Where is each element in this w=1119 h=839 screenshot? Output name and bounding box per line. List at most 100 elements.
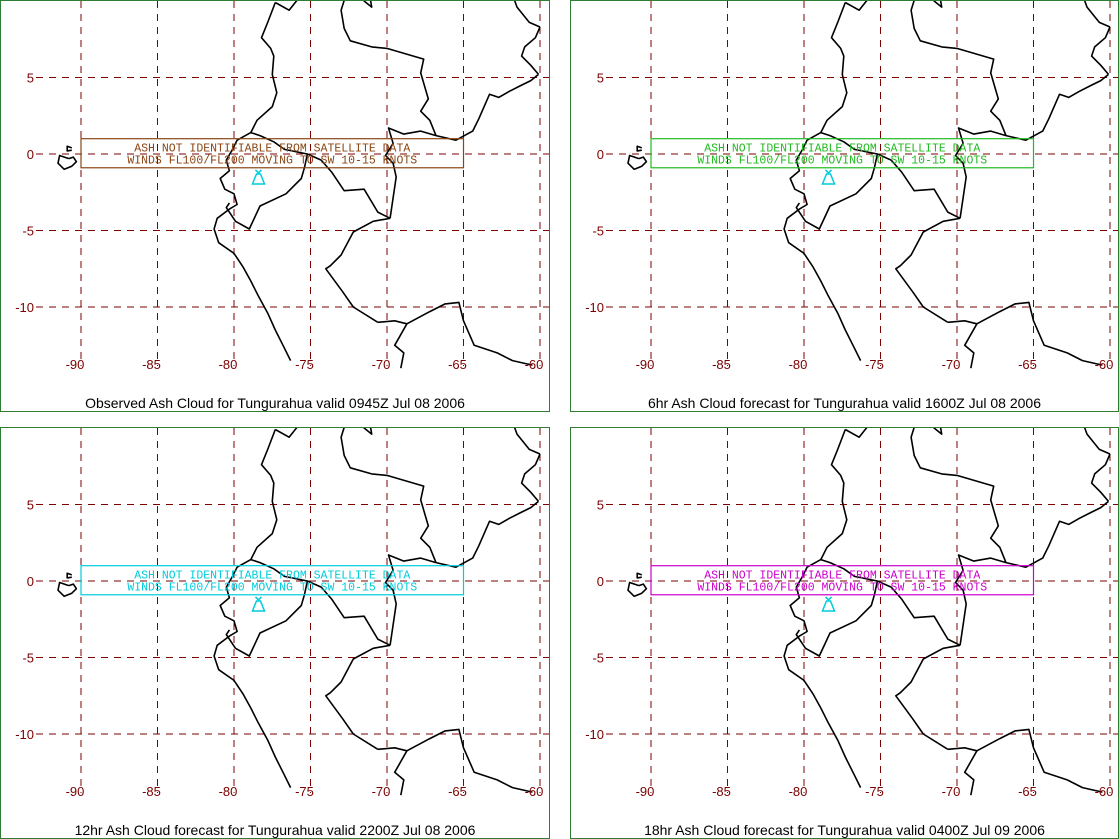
peru-brazil-border [894, 217, 961, 323]
advisory-text-line2: WINDS FL100/FL200 MOVING TO SW 10-15 KNO… [127, 155, 417, 168]
galapagos-island [66, 572, 73, 579]
ecuador-peru-border [225, 153, 309, 230]
colombia-brazil-border [954, 127, 1007, 219]
ash-cloud-map: -90 -85 -80 -75 -70 -65 -60 5 0 -5 -10 ASH NOT IDEN… [15, 1, 549, 372]
longitude-tick-label: -75 [865, 357, 884, 372]
latitude-tick-label: 0 [597, 147, 604, 162]
longitude-tick-label: -70 [372, 784, 391, 799]
advisory-text-line1: ASH NOT IDENTIFIABLE FROM SATELLITE DATA [704, 570, 980, 583]
brazil-bolivia-border [377, 301, 533, 366]
ecuador-peru-border [795, 153, 879, 230]
advisory-text-line2: WINDS FL100/FL200 MOVING TO SW 10-15 KNO… [697, 582, 987, 595]
galapagos-island [627, 581, 648, 598]
map-panel-observed: -90 -85 -80 -75 -70 -65 -60 5 0 -5 -10 ASH NOT IDEN… [0, 0, 550, 412]
venezuela-brazil-border [435, 73, 540, 141]
latitude-tick-label: 0 [27, 147, 34, 162]
panel-caption: 18hr Ash Cloud forecast for Tungurahua v… [644, 822, 1045, 838]
coastlines-and-borders [627, 428, 1111, 796]
longitude-tick-label: -90 [636, 357, 655, 372]
longitude-tick-label: -75 [295, 357, 314, 372]
pacific-coastline [783, 429, 862, 788]
colombia-venezuela-border [910, 1, 1007, 136]
advisory-text-line1: ASH NOT IDENTIFIABLE FROM SATELLITE DATA [134, 143, 410, 156]
advisory-text-line2: WINDS FL100/FL200 MOVING TO SW 10-15 KNO… [697, 155, 987, 168]
map-panel-18hr: -90 -85 -80 -75 -70 -65 -60 5 0 -5 -10 ASH NOT IDEN… [570, 427, 1119, 839]
latitude-tick-label: -10 [585, 300, 604, 315]
volcano-triangle-icon [251, 596, 266, 612]
galapagos-island [627, 154, 648, 171]
caribbean-coastline [274, 428, 541, 455]
brazil-bolivia-border [947, 301, 1103, 366]
longitude-tick-label: -65 [448, 357, 467, 372]
volcano-triangle-icon [821, 169, 836, 185]
panel-caption: 6hr Ash Cloud forecast for Tungurahua va… [647, 395, 1042, 411]
longitude-tick-label: -70 [942, 357, 961, 372]
longitude-tick-label: -80 [219, 357, 238, 372]
pacific-coastline [213, 429, 292, 788]
longitude-tick-label: -70 [372, 357, 391, 372]
longitude-tick-label: -80 [219, 784, 238, 799]
galapagos-island [636, 145, 643, 152]
longitude-tick-label: -85 [712, 357, 731, 372]
longitude-tick-label: -90 [636, 784, 655, 799]
venezuela-brazil-border [1005, 73, 1110, 141]
peru-bolivia-border [393, 323, 408, 369]
longitude-tick-label: -65 [448, 784, 467, 799]
longitude-tick-label: -85 [142, 784, 161, 799]
longitude-tick-label: -60 [1095, 784, 1114, 799]
peru-brazil-border [324, 217, 391, 323]
graticule [36, 428, 549, 793]
coastlines-and-borders [57, 428, 541, 796]
venezuela-guyana-border [520, 453, 541, 502]
colombia-brazil-border [384, 127, 437, 219]
longitude-tick-label: -60 [1095, 357, 1114, 372]
latitude-tick-label: -5 [22, 651, 34, 666]
colombia-peru-ecuador-border [820, 131, 961, 220]
longitude-tick-label: -65 [1018, 357, 1037, 372]
advisory-text-line1: ASH NOT IDENTIFIABLE FROM SATELLITE DATA [704, 143, 980, 156]
pacific-coastline [213, 2, 292, 361]
venezuela-brazil-border [1005, 500, 1110, 568]
ash-advisory-box [650, 565, 1035, 596]
ash-advisory-box [80, 565, 465, 596]
panel-caption: Observed Ash Cloud for Tungurahua valid … [85, 395, 465, 411]
advisory-text-line1: ASH NOT IDENTIFIABLE FROM SATELLITE DATA [134, 570, 410, 583]
ash-cloud-map: -90 -85 -80 -75 -70 -65 -60 5 0 -5 -10 ASH NOT IDEN… [585, 1, 1118, 372]
venezuela-guyana-border [1090, 453, 1111, 502]
latitude-tick-label: -5 [592, 224, 604, 239]
venezuela-guyana-border [1090, 26, 1111, 75]
peru-bolivia-border [393, 750, 408, 796]
latitude-tick-label: -10 [585, 727, 604, 742]
longitude-tick-label: -60 [525, 784, 544, 799]
coastlines-and-borders [57, 1, 541, 369]
graticule [36, 1, 549, 366]
colombia-peru-ecuador-border [820, 558, 961, 647]
latitude-tick-label: 0 [597, 574, 604, 589]
longitude-tick-label: -70 [942, 784, 961, 799]
advisory-text-line2: WINDS FL100/FL200 MOVING TO SW 10-15 KNO… [127, 582, 417, 595]
brazil-bolivia-border [377, 728, 533, 793]
latitude-tick-label: 5 [27, 71, 34, 86]
colombia-peru-ecuador-border [250, 131, 391, 220]
colombia-venezuela-border [340, 1, 437, 136]
peru-bolivia-border [963, 750, 978, 796]
ash-advisory-box [650, 138, 1035, 169]
caribbean-coastline [844, 1, 1111, 28]
longitude-tick-label: -85 [712, 784, 731, 799]
longitude-tick-label: -85 [142, 357, 161, 372]
volcano-triangle-icon [251, 169, 266, 185]
caribbean-coastline [274, 1, 541, 28]
longitude-tick-label: -75 [865, 784, 884, 799]
longitude-tick-label: -80 [789, 784, 808, 799]
graticule [606, 428, 1118, 793]
galapagos-island [57, 154, 78, 171]
peru-bolivia-border [963, 323, 978, 369]
latitude-tick-label: 0 [27, 574, 34, 589]
latitude-tick-label: -5 [22, 224, 34, 239]
venezuela-brazil-border [435, 500, 540, 568]
longitude-tick-label: -60 [525, 357, 544, 372]
galapagos-island [636, 572, 643, 579]
graticule [606, 1, 1118, 366]
longitude-tick-label: -80 [789, 357, 808, 372]
colombia-venezuela-border [910, 428, 1007, 563]
